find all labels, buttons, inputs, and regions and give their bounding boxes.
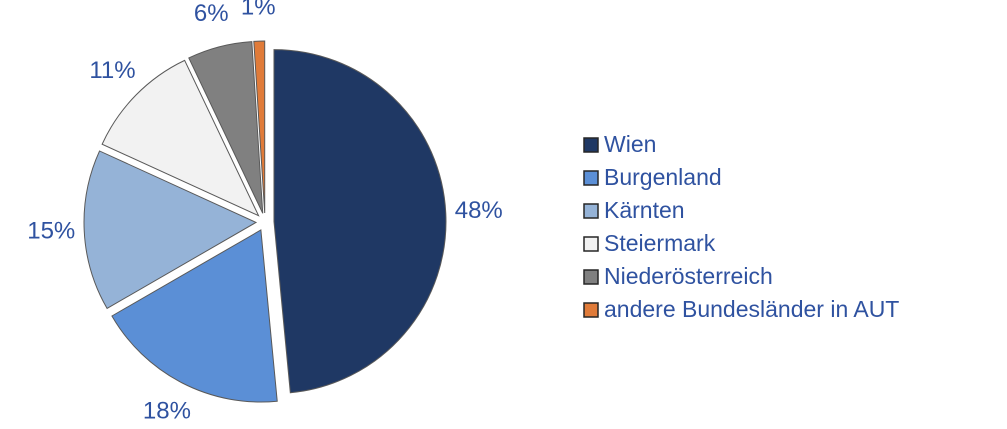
data-label: 18% [143,398,191,425]
legend-swatch [583,302,599,318]
legend-swatch [583,269,599,285]
legend-label: Wien [604,131,656,157]
legend-label: Kärnten [604,197,685,223]
legend-swatch [583,137,599,153]
pie-slice [188,41,264,214]
legend-swatch [583,203,599,219]
legend-label: Steiermark [604,230,716,256]
data-label: 6% [194,0,229,27]
pie-slice [83,150,258,310]
pie-slice [111,229,278,403]
pie-slice [253,40,266,214]
pie-slice [101,59,260,217]
data-label: 1% [241,0,276,20]
data-label: 11% [89,57,135,84]
data-label: 15% [27,218,75,245]
legend-swatch [583,170,599,186]
legend-label: Burgenland [604,164,722,190]
legend-swatch [583,236,599,252]
pie-slice [273,49,447,394]
legend-label: Niederösterreich [604,263,773,289]
data-label: 48% [455,197,503,224]
legend-label: andere Bundesländer in AUT [604,296,899,322]
